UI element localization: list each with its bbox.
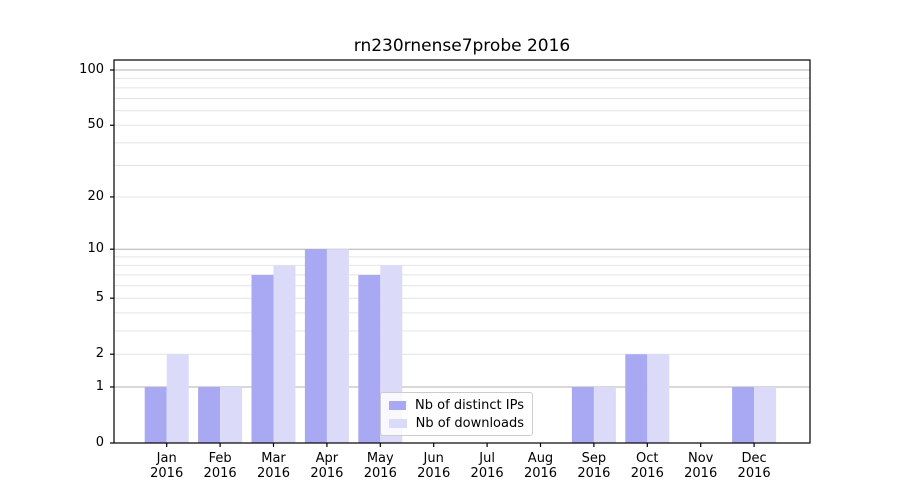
y-tick-label: 0 bbox=[95, 435, 104, 450]
bar-distinct-ips bbox=[571, 386, 594, 443]
chart-title: rn230rnense7probe 2016 bbox=[353, 36, 571, 56]
legend: Nb of distinct IPs Nb of downloads bbox=[380, 392, 533, 436]
x-tick-label: Feb 2016 bbox=[203, 451, 237, 481]
x-tick-label: Mar 2016 bbox=[256, 451, 291, 481]
y-tick-label: 20 bbox=[87, 188, 104, 204]
x-tick-label: Nov 2016 bbox=[684, 451, 718, 481]
bar-downloads bbox=[220, 386, 243, 443]
legend-label-downloads: Nb of downloads bbox=[415, 415, 524, 431]
y-tick-label: 2 bbox=[95, 346, 104, 362]
bar-distinct-ips bbox=[304, 249, 327, 443]
bar-downloads bbox=[647, 354, 670, 443]
legend-label-distinct-ips: Nb of distinct IPs bbox=[415, 397, 524, 413]
x-tick-label: Aug 2016 bbox=[523, 451, 558, 481]
bar-downloads bbox=[166, 354, 189, 443]
bar-downloads bbox=[273, 265, 296, 443]
y-tick-label: 100 bbox=[79, 62, 104, 77]
x-tick-label: Sep 2016 bbox=[577, 451, 611, 481]
plot-border bbox=[113, 59, 811, 444]
legend-item-distinct-ips: Nb of distinct IPs bbox=[389, 397, 524, 413]
bar-downloads bbox=[326, 249, 349, 443]
legend-swatch-downloads bbox=[389, 418, 407, 428]
x-tick-label: Oct 2016 bbox=[630, 451, 664, 481]
bar-distinct-ips bbox=[625, 354, 648, 443]
legend-swatch-distinct-ips bbox=[389, 400, 407, 410]
bar-distinct-ips bbox=[198, 386, 221, 443]
x-tick-label: Jul 2016 bbox=[470, 451, 504, 481]
y-tick-label: 5 bbox=[95, 290, 104, 306]
bar-distinct-ips bbox=[144, 386, 167, 443]
bar-distinct-ips bbox=[251, 274, 274, 443]
legend-item-downloads: Nb of downloads bbox=[389, 415, 524, 431]
y-tick-label: 10 bbox=[87, 241, 104, 257]
x-tick-label: May 2016 bbox=[363, 451, 397, 481]
x-tick-label: Apr 2016 bbox=[310, 451, 344, 481]
y-tick-label: 50 bbox=[87, 117, 104, 133]
x-tick-label: Dec 2016 bbox=[737, 451, 771, 481]
bar-downloads bbox=[754, 386, 777, 443]
x-tick-label: Jan 2016 bbox=[150, 451, 184, 481]
bar-downloads bbox=[593, 386, 616, 443]
x-tick-label: Jun 2016 bbox=[417, 451, 451, 481]
bar-distinct-ips bbox=[358, 274, 381, 443]
bar-distinct-ips bbox=[732, 386, 755, 443]
y-tick-label: 1 bbox=[95, 378, 104, 394]
